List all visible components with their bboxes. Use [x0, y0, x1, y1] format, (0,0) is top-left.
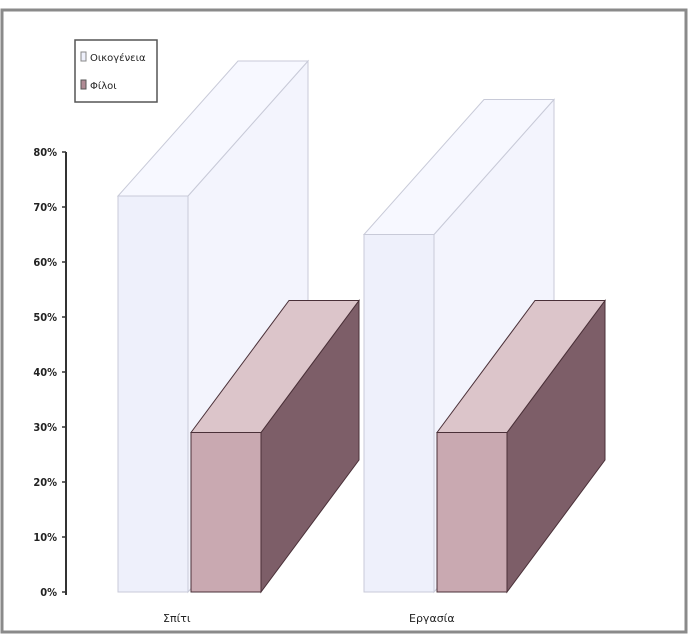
y-tick-label: 50% — [33, 311, 57, 324]
category-label-1: Εργασία — [409, 612, 455, 625]
y-tick-label: 0% — [40, 586, 57, 599]
y-tick-label: 80% — [33, 146, 57, 159]
legend-label-1: Φίλοι — [90, 80, 117, 92]
bar-Οικογένεια-Σπίτι — [117, 195, 189, 593]
bar-Οικογένεια-Εργασία — [363, 234, 435, 593]
chart-border — [0, 8, 688, 634]
y-tick-label: 20% — [33, 476, 57, 489]
y-tick-label: 40% — [33, 366, 57, 379]
legend: Οικογένεια Φίλοι — [74, 39, 158, 103]
y-tick-label: 10% — [33, 531, 57, 544]
bar-Φίλοι-Εργασία — [436, 432, 508, 593]
y-tick-label: 70% — [33, 201, 57, 214]
y-tick-label: 60% — [33, 256, 57, 269]
category-label-0: Σπίτι — [163, 612, 191, 625]
bars — [116, 59, 606, 594]
bar-Φίλοι-Σπίτι — [190, 432, 262, 593]
y-axis-ticks: 0% 10% 20% 30% 40% 50% 60% 70% 80% — [33, 146, 66, 599]
legend-label-0: Οικογένεια — [90, 52, 146, 64]
y-tick-label: 30% — [33, 421, 57, 434]
legend-swatch-1 — [80, 79, 87, 90]
legend-box — [74, 39, 158, 103]
legend-swatch-0 — [80, 51, 87, 62]
